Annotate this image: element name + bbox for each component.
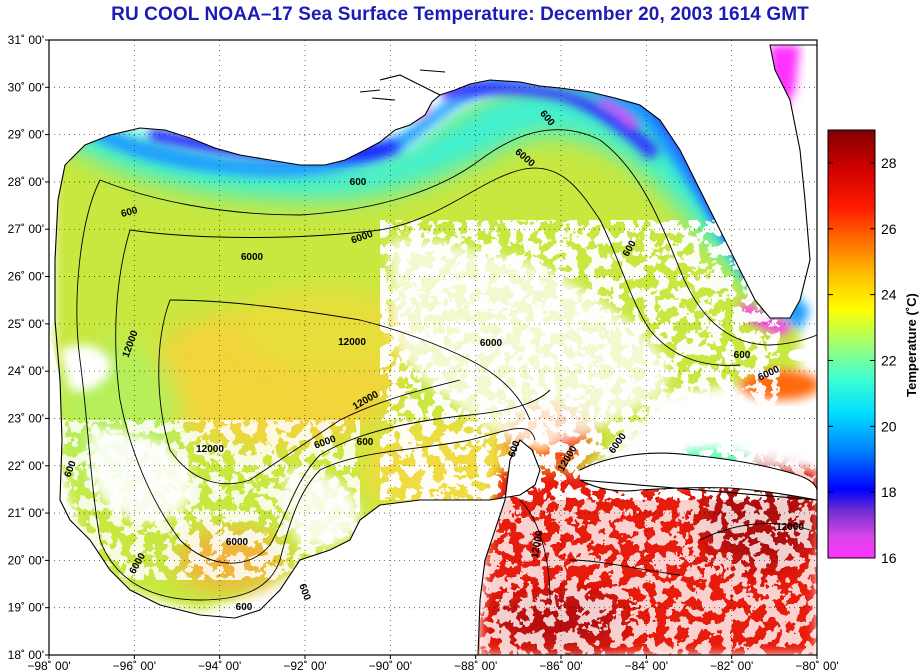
longitude-labels: −98˚ 00' −96˚ 00' −94˚ 00' −92˚ 00' −90˚ 00'… — [27, 655, 839, 672]
colorbar-tick-label: 28 — [881, 155, 897, 171]
contour-label: 12000 — [338, 337, 366, 348]
lat-label: 27˚ 00' — [8, 222, 44, 236]
contour-label: 12000 — [196, 444, 224, 455]
contour-label: 6000 — [226, 537, 249, 548]
coastline — [54, 44, 817, 655]
lon-label: −88˚ 00' — [454, 659, 497, 672]
latitude-labels: 31˚ 00' 30˚ 00' 29˚ 00' 28˚ 00' 27˚ 00' 26˚ 0… — [8, 33, 49, 662]
contour-label: 6000 — [241, 252, 264, 263]
lat-label: 22˚ 00' — [8, 459, 44, 473]
lat-label: 19˚ 00' — [8, 601, 44, 615]
contour-label: 600 — [357, 437, 374, 448]
lon-label: −90˚ 00' — [369, 659, 412, 672]
contour-label: 600 — [236, 602, 253, 613]
lon-label: −94˚ 00' — [198, 659, 241, 672]
contour-label: 600 — [734, 350, 751, 361]
map-frame — [48, 39, 818, 656]
colorbar-tick-label: 22 — [881, 352, 897, 368]
lat-label: 28˚ 00' — [8, 175, 44, 189]
colorbar-tick-label: 18 — [881, 484, 897, 500]
contour-label: 12000 — [776, 522, 804, 533]
lon-label: −92˚ 00' — [283, 659, 326, 672]
lat-label: 20˚ 00' — [8, 553, 44, 567]
lat-label: 25˚ 00' — [8, 317, 44, 331]
colorbar: 28 26 24 22 20 18 16 Temperature (˚C) — [827, 129, 919, 566]
bathymetry-contours — [76, 129, 817, 601]
lat-lon-grid — [49, 40, 817, 655]
lat-label: 29˚ 00' — [8, 128, 44, 142]
lon-label: −86˚ 00' — [539, 659, 582, 672]
contour-label: 600 — [350, 177, 367, 188]
colorbar-label: Temperature (˚C) — [904, 293, 919, 397]
colorbar-tick-label: 20 — [881, 418, 897, 434]
contour-label: 6000 — [480, 338, 503, 349]
lon-label: −80˚ 00' — [795, 659, 838, 672]
lat-label: 30˚ 00' — [8, 80, 44, 94]
contour-label: 600 — [120, 205, 139, 220]
colorbar-tick-label: 26 — [881, 221, 897, 237]
contour-label: 12000 — [530, 529, 546, 559]
lat-label: 18˚ 00' — [8, 648, 44, 662]
lat-label: 31˚ 00' — [8, 33, 44, 47]
colorbar-ticks: 28 26 24 22 20 18 16 — [828, 155, 897, 566]
lon-label: −96˚ 00' — [113, 659, 156, 672]
lat-label: 26˚ 00' — [8, 270, 44, 284]
lat-label: 21˚ 00' — [8, 506, 44, 520]
map-title: RU COOL NOAA–17 Sea Surface Temperature:… — [111, 4, 809, 25]
lat-label: 24˚ 00' — [8, 364, 44, 378]
lat-label: 23˚ 00' — [8, 411, 44, 425]
colorbar-gradient — [827, 129, 876, 559]
lon-label: −98˚ 00' — [27, 659, 70, 672]
lon-label: −84˚ 00' — [625, 659, 668, 672]
colorbar-tick-label: 16 — [881, 550, 897, 566]
colorbar-tick-label: 24 — [881, 287, 897, 303]
lon-label: −82˚ 00' — [710, 659, 753, 672]
sst-field — [49, 40, 817, 655]
